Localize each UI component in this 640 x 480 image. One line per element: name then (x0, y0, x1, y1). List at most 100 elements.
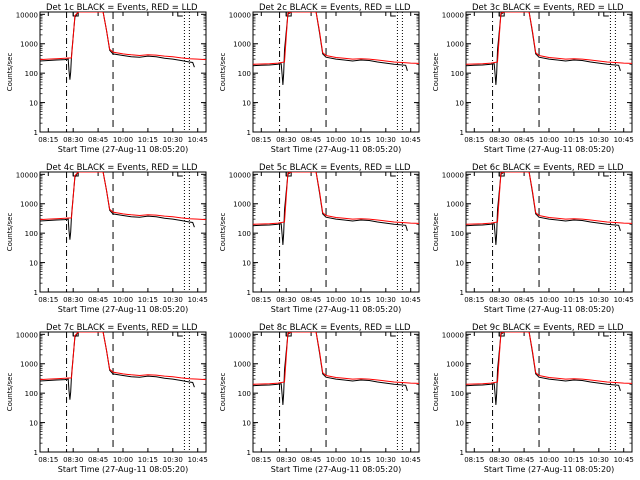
y-axis-label: Counts/sec (432, 213, 440, 252)
y-tick-label: 10000 (16, 11, 38, 19)
series-events-line (40, 172, 195, 240)
x-tick-label: 08:45 (514, 136, 534, 144)
plot-title: Det 8c BLACK = Events, RED = LLD (259, 323, 411, 333)
x-tick-label: 10:15 (351, 296, 371, 304)
y-tick-label: 1 (34, 449, 38, 457)
x-tick-label: 10:15 (351, 136, 371, 144)
top-marker-left (498, 12, 505, 17)
top-marker-left (285, 12, 292, 17)
y-tick-label: 10 (29, 420, 38, 428)
top-marker-right (603, 172, 609, 177)
top-marker-left (498, 332, 505, 337)
x-axis-label: Start Time (27-Aug-11 08:05:20) (58, 465, 189, 474)
x-tick-label: 10:00 (326, 456, 346, 464)
x-tick-label: 08:45 (514, 296, 534, 304)
x-tick-label: 10:00 (539, 296, 559, 304)
y-tick-label: 1000 (20, 41, 38, 49)
x-axis-label: Start Time (27-Aug-11 08:05:20) (271, 305, 402, 314)
x-tick-label: 08:45 (301, 136, 321, 144)
x-tick-label: 08:45 (514, 456, 534, 464)
x-tick-label: 10:30 (589, 456, 609, 464)
series-events-line (253, 332, 408, 405)
y-tick-label: 1 (460, 449, 464, 457)
plot-title: Det 9c BLACK = Events, RED = LLD (472, 323, 624, 333)
y-tick-label: 100 (25, 390, 38, 398)
top-marker-right (603, 332, 609, 337)
x-tick-label: 08:45 (301, 456, 321, 464)
x-tick-label: 08:15 (251, 296, 271, 304)
series-lld-line (466, 172, 632, 225)
plot-title: Det 6c BLACK = Events, RED = LLD (472, 163, 624, 173)
x-tick-label: 10:30 (589, 296, 609, 304)
plot-title: Det 7c BLACK = Events, RED = LLD (46, 323, 198, 333)
plot-panel-1: Det 1c BLACK = Events, RED = LLD 1 10 100 10… (6, 3, 208, 154)
plot-frame (465, 331, 633, 453)
y-tick-label: 1 (247, 289, 251, 297)
y-tick-label: 10 (242, 100, 251, 108)
y-axis-label: Counts/sec (432, 373, 440, 412)
y-tick-label: 10000 (442, 171, 464, 179)
x-axis-label: Start Time (27-Aug-11 08:05:20) (484, 465, 615, 474)
x-tick-label: 08:15 (251, 456, 271, 464)
plot-panel-8: Det 8c BLACK = Events, RED = LLD 1 10 100 10… (219, 323, 421, 474)
y-tick-label: 1 (460, 129, 464, 137)
top-marker-left (285, 172, 292, 177)
x-tick-label: 08:30 (276, 136, 296, 144)
x-tick-label: 10:15 (564, 456, 584, 464)
y-axis-label: Counts/sec (6, 373, 14, 412)
y-tick-label: 10000 (229, 331, 251, 339)
plot-title: Det 3c BLACK = Events, RED = LLD (472, 3, 624, 13)
y-axis-label: Counts/sec (432, 53, 440, 92)
y-tick-label: 100 (25, 230, 38, 238)
series-lld-line (253, 172, 419, 225)
x-tick-label: 10:15 (351, 456, 371, 464)
x-tick-label: 08:15 (464, 296, 484, 304)
plot-title: Det 5c BLACK = Events, RED = LLD (259, 163, 411, 173)
series-lld-line (466, 332, 632, 385)
series-events-line (466, 172, 621, 245)
x-tick-label: 10:15 (138, 456, 158, 464)
x-tick-label: 08:15 (38, 456, 58, 464)
y-tick-label: 1 (34, 289, 38, 297)
x-tick-label: 08:30 (489, 456, 509, 464)
plot-frame (39, 171, 207, 293)
series-events-line (466, 12, 621, 85)
y-tick-label: 100 (451, 230, 464, 238)
y-tick-label: 10000 (229, 171, 251, 179)
x-axis-label: Start Time (27-Aug-11 08:05:20) (58, 305, 189, 314)
series-lld-line (466, 12, 632, 65)
y-tick-label: 100 (238, 230, 251, 238)
series-lld-line (40, 12, 206, 61)
series-events-line (466, 332, 621, 405)
x-axis-label: Start Time (27-Aug-11 08:05:20) (271, 145, 402, 154)
y-tick-label: 100 (238, 70, 251, 78)
x-tick-label: 10:00 (113, 296, 133, 304)
plot-panel-6: Det 6c BLACK = Events, RED = LLD 1 10 100 10… (432, 163, 634, 314)
x-tick-label: 10:15 (138, 136, 158, 144)
plot-title: Det 4c BLACK = Events, RED = LLD (46, 163, 198, 173)
y-tick-label: 10000 (442, 11, 464, 19)
y-tick-label: 1000 (446, 41, 464, 49)
y-tick-label: 100 (238, 390, 251, 398)
series-events-line (40, 12, 195, 80)
top-marker-right (390, 332, 396, 337)
x-axis-label: Start Time (27-Aug-11 08:05:20) (271, 465, 402, 474)
y-axis-label: Counts/sec (219, 213, 227, 252)
y-tick-label: 10 (29, 260, 38, 268)
top-marker-left (285, 332, 292, 337)
y-tick-label: 10000 (16, 331, 38, 339)
y-tick-label: 10 (29, 100, 38, 108)
x-tick-label: 10:45 (614, 296, 634, 304)
y-tick-label: 1 (460, 289, 464, 297)
plot-panel-4: Det 4c BLACK = Events, RED = LLD 1 10 100 10… (6, 163, 208, 314)
y-tick-label: 1000 (20, 361, 38, 369)
x-tick-label: 10:00 (113, 136, 133, 144)
x-tick-label: 08:45 (88, 456, 108, 464)
y-tick-label: 10 (242, 420, 251, 428)
x-tick-label: 10:00 (539, 456, 559, 464)
y-tick-label: 1000 (446, 201, 464, 209)
x-tick-label: 10:45 (401, 456, 421, 464)
x-tick-label: 10:45 (188, 296, 208, 304)
plot-panel-2: Det 2c BLACK = Events, RED = LLD 1 10 100 10… (219, 3, 421, 154)
